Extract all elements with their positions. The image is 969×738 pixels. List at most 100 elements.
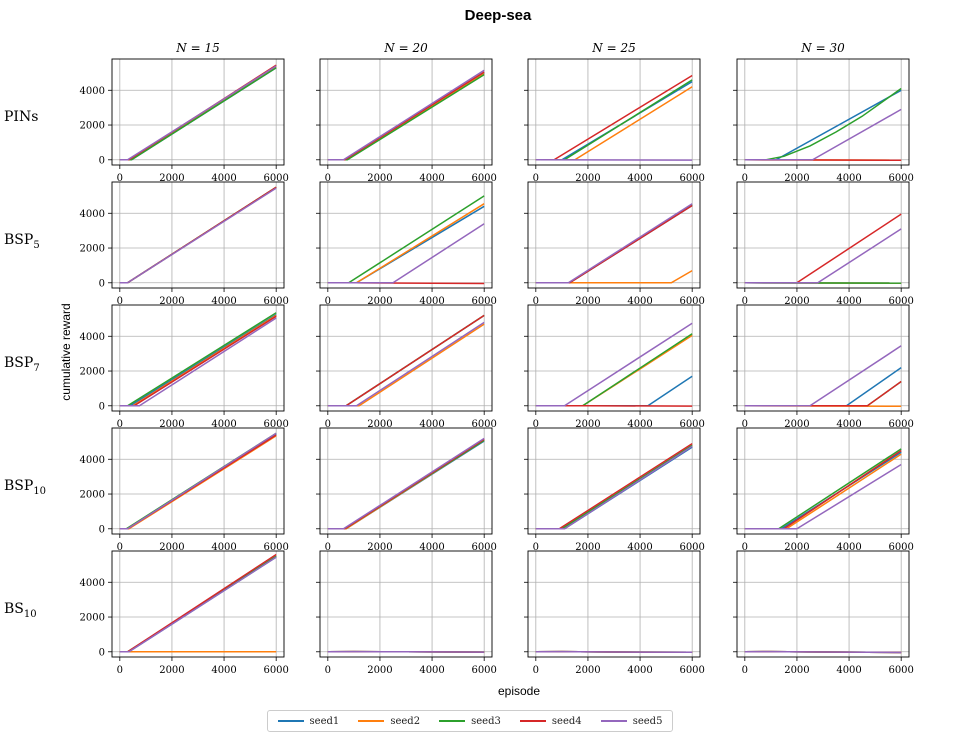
legend-item-seed3: seed3 xyxy=(439,716,501,727)
x-tick-label: 6000 xyxy=(263,173,288,184)
y-tick-label: 4000 xyxy=(80,86,105,97)
x-tick-label: 4000 xyxy=(211,296,236,307)
panel: 0 2000 4000 6000 xyxy=(733,181,914,307)
series-line-seed4 xyxy=(535,74,693,161)
x-tick-label: 6000 xyxy=(263,419,288,430)
x-tick-label: 4000 xyxy=(627,665,652,676)
x-tick-label: 2000 xyxy=(367,173,392,184)
x-tick-label: 6000 xyxy=(888,665,913,676)
panel: 0 2000 4000 6000 0 2000 4000 xyxy=(80,58,289,184)
series-line-seed4 xyxy=(119,64,277,161)
x-tick-label: 6000 xyxy=(471,296,496,307)
legend-item-seed5: seed5 xyxy=(600,715,663,727)
series-line-seed4 xyxy=(119,553,277,653)
x-tick-label: 2000 xyxy=(784,542,809,553)
x-tick-label: 6000 xyxy=(679,542,704,553)
y-tick-label: 2000 xyxy=(80,121,105,132)
x-tick-label: 6000 xyxy=(888,173,913,184)
series-line-seed1 xyxy=(535,204,693,284)
legend-swatch xyxy=(519,720,546,722)
panel: 0 2000 4000 6000 xyxy=(316,427,497,553)
panel: 0 2000 4000 6000 0 2000 4000 xyxy=(80,181,289,307)
series-line-seed3 xyxy=(744,380,902,407)
plot-frame xyxy=(736,181,910,289)
series-line-seed5 xyxy=(535,445,693,530)
series-line-seed4 xyxy=(119,186,277,284)
x-tick-label: 0 xyxy=(742,296,748,307)
row-label-sub: 5 xyxy=(33,240,39,251)
plot-frame xyxy=(736,427,910,535)
series-line-seed5 xyxy=(744,463,902,530)
plot-frame xyxy=(527,550,701,658)
y-tick-label: 2000 xyxy=(80,367,105,378)
series-line-seed5 xyxy=(744,345,902,407)
series-line-seed2 xyxy=(744,453,902,530)
x-tick-label: 4000 xyxy=(627,296,652,307)
row-label-main: PINs xyxy=(4,109,38,125)
x-tick-label: 0 xyxy=(533,173,539,184)
x-tick-label: 2000 xyxy=(367,665,392,676)
x-tick-label: 2000 xyxy=(159,173,184,184)
legend-swatch xyxy=(277,720,304,722)
x-tick-label: 6000 xyxy=(263,665,288,676)
x-tick-label: 0 xyxy=(325,419,331,430)
y-tick-label: 2000 xyxy=(80,490,105,501)
y-tick-label: 2000 xyxy=(80,613,105,624)
plot-frame xyxy=(319,58,493,166)
legend-label: seed5 xyxy=(632,715,663,727)
x-tick-label: 4000 xyxy=(211,665,236,676)
series-line-seed4 xyxy=(535,204,693,284)
x-tick-label: 4000 xyxy=(211,542,236,553)
panel: 0 2000 4000 6000 0 2000 4000 xyxy=(80,550,289,676)
x-tick-label: 4000 xyxy=(211,419,236,430)
x-tick-label: 0 xyxy=(325,542,331,553)
x-tick-label: 2000 xyxy=(159,419,184,430)
x-tick-label: 0 xyxy=(117,419,123,430)
x-tick-label: 0 xyxy=(533,419,539,430)
x-tick-label: 0 xyxy=(325,173,331,184)
panel: 0 2000 4000 6000 0 2000 4000 xyxy=(80,427,289,553)
x-tick-label: 0 xyxy=(325,296,331,307)
legend-swatch xyxy=(600,720,627,722)
y-tick-label: 0 xyxy=(99,278,105,289)
plot-frame xyxy=(527,181,701,289)
series-line-seed5 xyxy=(744,228,902,284)
series-line-seed2 xyxy=(327,203,485,284)
legend-label: seed1 xyxy=(309,715,340,727)
row-label-main: BSP xyxy=(4,478,33,494)
panel: 0 2000 4000 6000 xyxy=(524,550,705,676)
series-line-seed4 xyxy=(744,380,902,407)
series-line-seed5 xyxy=(327,437,485,530)
series-line-seed4 xyxy=(327,314,485,407)
x-tick-label: 2000 xyxy=(367,542,392,553)
series-line-seed1 xyxy=(744,366,902,407)
x-tick-label: 6000 xyxy=(471,419,496,430)
x-tick-label: 0 xyxy=(533,542,539,553)
x-tick-label: 0 xyxy=(742,542,748,553)
series-line-seed5 xyxy=(535,203,693,284)
row-label-sub: 10 xyxy=(33,486,46,497)
x-tick-label: 2000 xyxy=(784,173,809,184)
series-line-seed1 xyxy=(327,314,485,407)
x-tick-label: 2000 xyxy=(367,419,392,430)
x-tick-label: 4000 xyxy=(419,665,444,676)
x-tick-label: 6000 xyxy=(679,665,704,676)
plot-frame xyxy=(736,304,910,412)
row-label-sub: 7 xyxy=(33,363,39,374)
row-label: BS10 xyxy=(4,601,37,620)
series-line-seed5 xyxy=(535,322,693,407)
x-tick-label: 2000 xyxy=(575,542,600,553)
panel: 0 2000 4000 6000 xyxy=(524,181,705,307)
series-line-seed2 xyxy=(535,269,693,284)
panel: 0 2000 4000 6000 xyxy=(316,550,497,676)
row-label: BSP10 xyxy=(4,478,46,497)
x-tick-label: 2000 xyxy=(784,419,809,430)
y-tick-label: 4000 xyxy=(80,332,105,343)
y-tick-label: 0 xyxy=(99,524,105,535)
panel: 0 2000 4000 6000 xyxy=(733,304,914,430)
plot-frame xyxy=(111,550,285,658)
y-tick-label: 0 xyxy=(99,401,105,412)
series-line-seed5 xyxy=(119,432,277,530)
row-label: PINs xyxy=(4,109,38,125)
